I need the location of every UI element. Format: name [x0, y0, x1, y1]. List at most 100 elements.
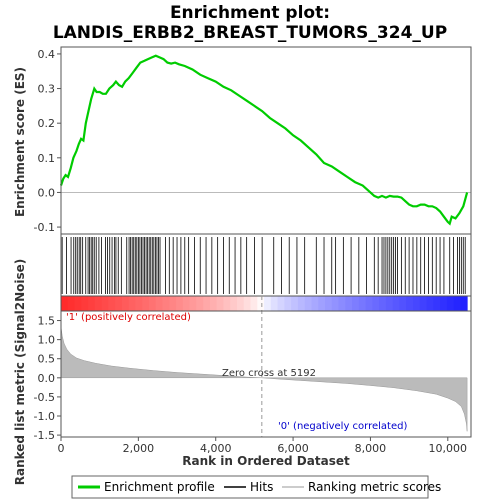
heatbar-segment [236, 296, 245, 311]
heatbar-segment [243, 296, 252, 311]
es-y-tick-label: 0.1 [38, 152, 56, 165]
legend-label-metric: Ranking metric scores [308, 480, 441, 494]
heatbar-segment [412, 296, 421, 311]
heatbar-segment [209, 296, 218, 311]
heatbar-segment [250, 296, 258, 311]
heatbar-segment [406, 296, 414, 311]
heatbar-segment [291, 296, 299, 311]
negative-correlation-label: '0' (negatively correlated) [278, 421, 407, 432]
heatbar-segment [460, 296, 468, 311]
heatbar-segment [277, 296, 285, 311]
heatbar-segment [94, 296, 103, 311]
heatbar-segment [365, 296, 373, 311]
es-y-tick-label: 0.0 [38, 186, 56, 199]
heatbar-segment [61, 296, 69, 311]
heatbar-segment [148, 296, 157, 311]
zero-cross-label: Zero cross at 5192 [222, 368, 316, 379]
heatbar-segment [433, 296, 441, 311]
es-y-tick-label: -0.1 [34, 221, 55, 234]
heatbar-segment [284, 296, 292, 311]
x-tick-label: 4,000 [200, 442, 232, 455]
heatbar-segment [189, 296, 197, 311]
x-tick-label: 10,000 [429, 442, 468, 455]
heatbar-segment [176, 296, 184, 311]
metric-y-tick-label: -1.0 [34, 410, 55, 423]
x-tick-label: 8,000 [355, 442, 387, 455]
heatbar-segment [155, 296, 164, 311]
heatbar-segment [216, 296, 224, 311]
chart-title-line2: LANDIS_ERBB2_BREAST_TUMORS_324_UP [53, 23, 447, 43]
heatbar-segment [399, 296, 407, 311]
metric-y-tick-label: -0.5 [34, 391, 55, 404]
heatbar-segment [74, 296, 82, 311]
es-y-tick-label: 0.4 [38, 48, 56, 61]
metric-y-tick-label: -1.5 [34, 429, 55, 442]
heatbar-segment [453, 296, 461, 311]
hits-panel [60, 233, 472, 297]
heatbar-segment [121, 296, 130, 311]
heatbar-segment [88, 296, 96, 311]
legend-label-enrichment: Enrichment profile [104, 480, 215, 494]
heatbar-segment [304, 296, 312, 311]
heatbar-segment [169, 296, 177, 311]
x-tick-label: 6,000 [277, 442, 309, 455]
metric-y-tick-label: 0.0 [38, 372, 56, 385]
heatbar-segment [101, 296, 109, 311]
metric-frame [60, 310, 472, 438]
heatbar-segment [67, 296, 76, 311]
metric-y-tick-label: 1.0 [38, 334, 56, 347]
heatbar-segment [372, 296, 380, 311]
heatbar-segment [203, 296, 211, 311]
heatbar-segment [115, 296, 123, 311]
es-y-axis-label: Enrichment score (ES) [13, 67, 27, 217]
heatbar-segment [331, 296, 340, 311]
heatbar-segment [426, 296, 434, 311]
heatbar-segment [230, 296, 238, 311]
metric-panel: 1.5 1.0 0.5 0.0 -0.5 -1.0 -1.50 2,000 4,000 6,000… [34, 296, 472, 455]
heatbar-segment [379, 296, 387, 311]
correlation-heatbar [60, 295, 472, 312]
heatbar-segment [345, 296, 353, 311]
heatbar-segment [385, 296, 394, 311]
heatbar-segment [440, 296, 448, 311]
heatbar-segment [446, 296, 455, 311]
es-y-tick-label: 0.3 [38, 83, 56, 96]
heatbar-segment [270, 296, 279, 311]
ranking-metric-area [60, 326, 468, 432]
positive-correlation-label: '1' (positively correlated) [66, 312, 191, 323]
heatbar-segment [257, 296, 265, 311]
x-axis-label: Rank in Ordered Dataset [182, 454, 350, 468]
chart-title-line1: Enrichment plot: [170, 3, 330, 23]
heatbar-segment [182, 296, 191, 311]
enrichment-profile-line [59, 54, 469, 226]
heatbar-segment [318, 296, 326, 311]
heatbar-segment [162, 296, 170, 311]
metric-y-axis-label: Ranked list metric (Signal2Noise) [13, 259, 27, 486]
heatbar-segment [135, 296, 143, 311]
heatbar-segment [81, 296, 89, 311]
heatbar-segment [196, 296, 204, 311]
heatbar-segment [223, 296, 231, 311]
heatbar-segment [311, 296, 319, 311]
metric-y-tick-label: 1.5 [38, 315, 56, 328]
heatbar-segment [338, 296, 346, 311]
heatbar-segment [352, 296, 360, 311]
heatbar-segment [128, 296, 136, 311]
heatbar-segment [392, 296, 400, 311]
heatbar-segment [264, 296, 272, 311]
es-y-tick-label: 0.2 [38, 117, 56, 130]
legend: Enrichment profile Hits Ranking metric s… [71, 475, 441, 499]
legend-box [71, 475, 429, 499]
metric-y-tick-label: 0.5 [38, 353, 56, 366]
heatbar-segment [142, 296, 150, 311]
heatbar-segment [358, 296, 367, 311]
legend-label-hits: Hits [250, 480, 273, 494]
es-panel: 0.4 0.3 0.2 0.1 0.0 -0.1 [34, 46, 472, 235]
heatbar-segment [324, 296, 333, 311]
heatbar-segment [419, 296, 428, 311]
x-tick-label: 0 [58, 442, 65, 455]
heatbar-segment [108, 296, 116, 311]
x-tick-label: 2,000 [123, 442, 155, 455]
heatbar-segment [297, 296, 306, 311]
